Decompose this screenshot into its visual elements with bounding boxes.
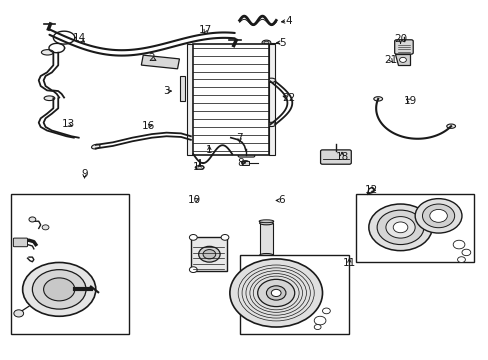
Circle shape bbox=[429, 210, 447, 222]
Circle shape bbox=[271, 289, 281, 297]
Circle shape bbox=[368, 204, 431, 251]
FancyBboxPatch shape bbox=[13, 238, 27, 247]
Bar bbox=[187, 44, 193, 155]
Ellipse shape bbox=[266, 78, 275, 82]
Ellipse shape bbox=[259, 253, 273, 257]
FancyBboxPatch shape bbox=[239, 255, 348, 334]
Circle shape bbox=[314, 316, 325, 325]
Circle shape bbox=[322, 308, 330, 314]
Circle shape bbox=[189, 234, 197, 240]
Circle shape bbox=[203, 249, 215, 259]
Circle shape bbox=[42, 225, 49, 230]
Ellipse shape bbox=[195, 166, 203, 169]
Bar bbox=[193, 44, 268, 155]
Text: 10: 10 bbox=[188, 195, 201, 206]
Text: 19: 19 bbox=[403, 96, 416, 106]
Text: 8: 8 bbox=[237, 158, 244, 168]
Ellipse shape bbox=[264, 41, 268, 44]
Text: 2: 2 bbox=[148, 53, 155, 63]
Ellipse shape bbox=[262, 40, 270, 45]
Text: 22: 22 bbox=[281, 93, 294, 103]
Text: 13: 13 bbox=[61, 120, 75, 129]
Ellipse shape bbox=[266, 122, 275, 127]
Text: 1: 1 bbox=[205, 145, 212, 155]
Ellipse shape bbox=[44, 96, 55, 100]
Polygon shape bbox=[394, 54, 409, 65]
Circle shape bbox=[266, 286, 285, 300]
Circle shape bbox=[221, 234, 228, 240]
Circle shape bbox=[422, 204, 454, 228]
Bar bbox=[241, 161, 249, 165]
Circle shape bbox=[457, 257, 465, 262]
Circle shape bbox=[385, 217, 414, 238]
Ellipse shape bbox=[91, 144, 100, 149]
FancyBboxPatch shape bbox=[320, 150, 350, 164]
Circle shape bbox=[14, 310, 23, 317]
Text: 4: 4 bbox=[285, 16, 291, 26]
Text: 7: 7 bbox=[236, 133, 243, 143]
Text: 15: 15 bbox=[193, 162, 206, 172]
Circle shape bbox=[392, 222, 407, 233]
Circle shape bbox=[198, 246, 220, 262]
Circle shape bbox=[376, 210, 423, 244]
Bar bbox=[268, 44, 274, 155]
Text: 14: 14 bbox=[73, 33, 86, 43]
Bar bbox=[259, 223, 273, 255]
Circle shape bbox=[22, 262, 96, 316]
Polygon shape bbox=[355, 194, 473, 262]
Circle shape bbox=[452, 240, 464, 249]
Text: 17: 17 bbox=[199, 25, 212, 35]
Text: 3: 3 bbox=[163, 86, 169, 96]
Ellipse shape bbox=[373, 97, 382, 101]
Text: 18: 18 bbox=[335, 152, 348, 162]
FancyBboxPatch shape bbox=[394, 40, 412, 54]
Circle shape bbox=[399, 57, 406, 62]
Bar bbox=[141, 55, 179, 69]
Circle shape bbox=[414, 199, 461, 233]
Text: 6: 6 bbox=[277, 195, 284, 206]
Text: 12: 12 bbox=[364, 185, 377, 195]
Ellipse shape bbox=[41, 50, 54, 55]
Text: 5: 5 bbox=[279, 38, 285, 48]
Ellipse shape bbox=[259, 221, 273, 225]
Text: 11: 11 bbox=[342, 258, 355, 268]
Text: 20: 20 bbox=[393, 35, 407, 44]
Circle shape bbox=[229, 259, 322, 327]
Ellipse shape bbox=[259, 220, 273, 223]
Bar bbox=[180, 76, 184, 101]
Circle shape bbox=[257, 279, 294, 307]
Bar bbox=[11, 194, 129, 334]
FancyBboxPatch shape bbox=[238, 148, 254, 157]
Text: 21: 21 bbox=[384, 55, 397, 65]
Ellipse shape bbox=[241, 161, 249, 165]
Circle shape bbox=[43, 278, 75, 301]
Circle shape bbox=[189, 267, 197, 273]
Circle shape bbox=[314, 324, 321, 329]
Text: 16: 16 bbox=[141, 121, 154, 131]
Circle shape bbox=[461, 249, 470, 256]
Bar bbox=[190, 237, 227, 271]
Circle shape bbox=[29, 217, 36, 222]
Ellipse shape bbox=[446, 124, 455, 129]
Circle shape bbox=[32, 270, 86, 309]
Text: 9: 9 bbox=[81, 168, 88, 179]
